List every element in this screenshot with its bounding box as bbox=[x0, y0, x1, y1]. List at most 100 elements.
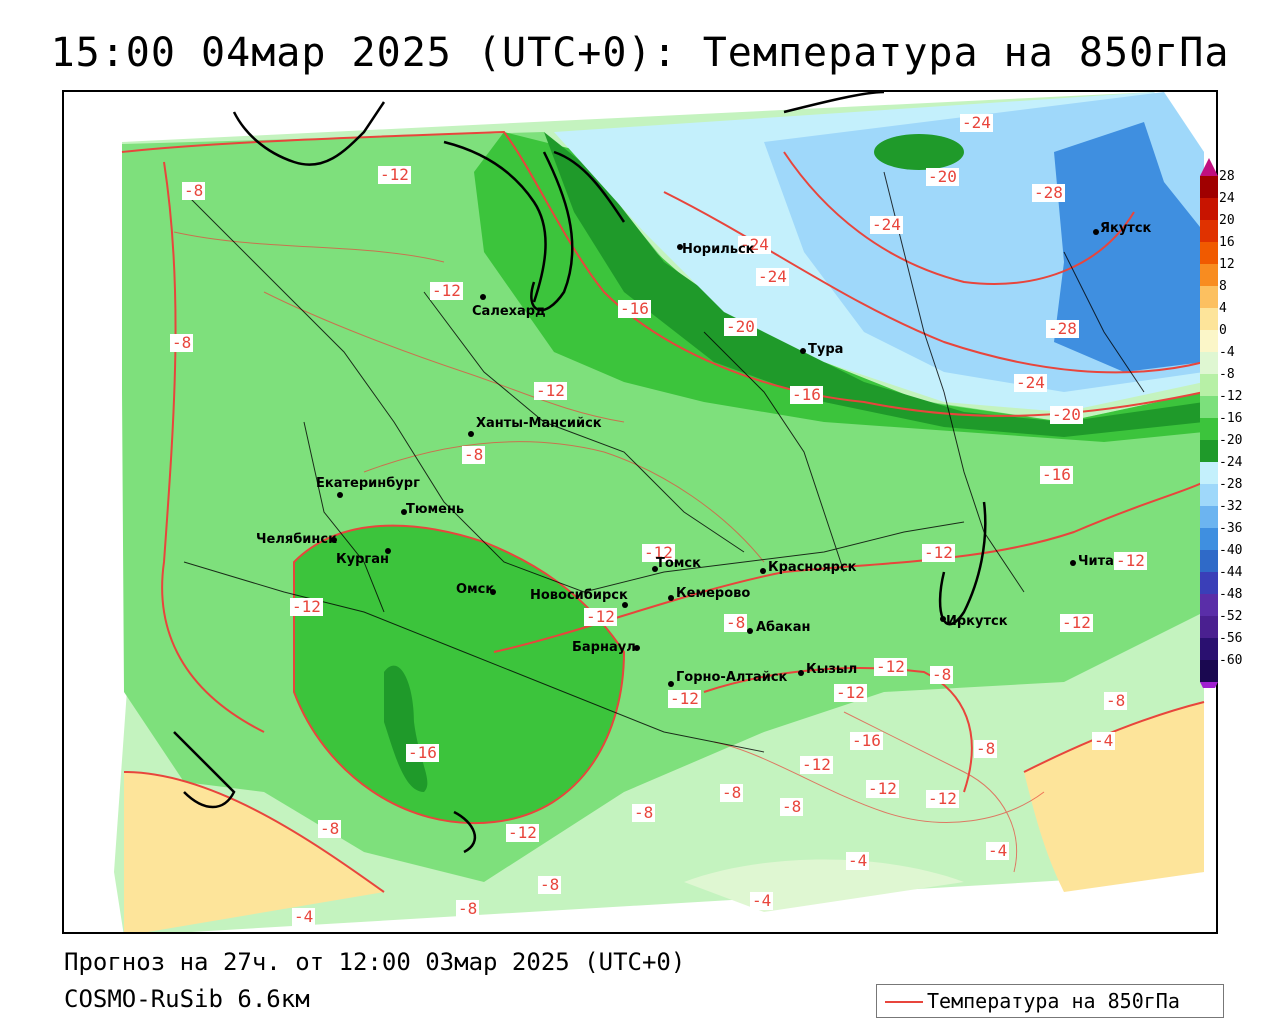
contour-label: -12 bbox=[866, 779, 899, 798]
colorbar-swatch bbox=[1200, 616, 1218, 638]
colorbar-swatch bbox=[1200, 242, 1218, 264]
contour-label: -16 bbox=[406, 743, 439, 762]
colorbar-tick-label: -48 bbox=[1219, 587, 1243, 602]
field-minus32 bbox=[1054, 122, 1204, 372]
colorbar bbox=[1200, 158, 1218, 688]
colorbar-tick-label: 20 bbox=[1219, 213, 1235, 228]
colorbar-tick-label: -44 bbox=[1219, 565, 1243, 580]
contour-label: -8 bbox=[170, 333, 194, 352]
city-novosibirsk: Новосибирск bbox=[530, 588, 628, 603]
colorbar-swatch bbox=[1200, 374, 1218, 396]
field-minus4-se bbox=[1024, 702, 1204, 892]
city-marker bbox=[668, 595, 674, 601]
colorbar-swatch bbox=[1200, 660, 1218, 682]
colorbar-swatch bbox=[1200, 286, 1218, 308]
colorbar-tick-label: -24 bbox=[1219, 455, 1243, 470]
city-tyumen: Тюмень bbox=[406, 502, 465, 517]
contour-label: -12 bbox=[642, 543, 675, 562]
contour-label: -12 bbox=[430, 281, 463, 300]
city-yakutsk: Якутск bbox=[1100, 221, 1152, 236]
city-krasnoyarsk: Красноярск bbox=[768, 560, 857, 575]
city-gorno-altaysk: Горно-Алтайск bbox=[676, 670, 788, 685]
contour-label: -12 bbox=[378, 165, 411, 184]
colorbar-swatch bbox=[1200, 330, 1218, 352]
colorbar-tick-label: -36 bbox=[1219, 521, 1243, 536]
colorbar-tick-label: 8 bbox=[1219, 279, 1227, 294]
legend-label: Температура на 850гПа bbox=[927, 989, 1180, 1013]
contour-label: -28 bbox=[1046, 319, 1079, 338]
city-barnaul: Барнаул bbox=[572, 640, 636, 655]
colorbar-tick-label: -56 bbox=[1219, 631, 1243, 646]
contour-label: -16 bbox=[618, 299, 651, 318]
contour-label: -4 bbox=[986, 841, 1010, 860]
model-name: COSMO-RuSib 6.6км bbox=[64, 985, 310, 1013]
map-canvas bbox=[114, 92, 1205, 932]
forecast-info: Прогноз на 27ч. от 12:00 03мар 2025 (UTC… bbox=[64, 948, 686, 976]
map-title: 15:00 04мар 2025 (UTC+0): Температура на… bbox=[50, 30, 1230, 76]
city-irkutsk: Иркутск bbox=[946, 614, 1008, 629]
contour-label: -8 bbox=[456, 899, 480, 918]
colorbar-swatch bbox=[1200, 484, 1218, 506]
city-khanty-mansiysk: Ханты-Мансийск bbox=[476, 416, 602, 431]
colorbar-tick-label: 0 bbox=[1219, 323, 1227, 338]
colorbar-swatch bbox=[1200, 352, 1218, 374]
contour-label: -20 bbox=[724, 317, 757, 336]
colorbar-tick-label: 28 bbox=[1219, 169, 1235, 184]
colorbar-swatch bbox=[1200, 594, 1218, 616]
city-marker bbox=[480, 294, 486, 300]
colorbar-max-arrow bbox=[1200, 158, 1218, 176]
colorbar-swatch bbox=[1200, 506, 1218, 528]
contour-label: -12 bbox=[290, 597, 323, 616]
contour-label: -24 bbox=[756, 267, 789, 286]
city-marker bbox=[677, 244, 683, 250]
contour-label: -20 bbox=[926, 167, 959, 186]
city-marker bbox=[634, 645, 640, 651]
colorbar-swatch bbox=[1200, 396, 1218, 418]
city-kyzyl: Кызыл bbox=[806, 662, 858, 677]
legend-line-swatch bbox=[885, 1001, 923, 1003]
city-marker bbox=[800, 348, 806, 354]
colorbar-tick-label: 24 bbox=[1219, 191, 1235, 206]
field-minus20-island bbox=[874, 134, 964, 170]
contour-label: -8 bbox=[1104, 691, 1128, 710]
city-marker bbox=[490, 589, 496, 595]
colorbar-tick-label: -60 bbox=[1219, 653, 1243, 668]
contour-label: -12 bbox=[668, 689, 701, 708]
city-marker bbox=[798, 670, 804, 676]
contour-label: -4 bbox=[750, 891, 774, 910]
contour-label: -8 bbox=[632, 803, 656, 822]
contour-label: -4 bbox=[292, 907, 316, 926]
contour-label: -12 bbox=[506, 823, 539, 842]
colorbar-tick-label: 16 bbox=[1219, 235, 1235, 250]
contour-label: -24 bbox=[738, 235, 771, 254]
colorbar-swatch bbox=[1200, 550, 1218, 572]
colorbar-swatch bbox=[1200, 572, 1218, 594]
contour-label: -28 bbox=[1032, 183, 1065, 202]
field-minus16-band bbox=[474, 132, 1204, 442]
colorbar-tick-label: -16 bbox=[1219, 411, 1243, 426]
colorbar-min-arrow bbox=[1200, 682, 1218, 688]
contour-label: -8 bbox=[538, 875, 562, 894]
colorbar-swatch bbox=[1200, 308, 1218, 330]
contour-label: -24 bbox=[870, 215, 903, 234]
colorbar-swatch bbox=[1200, 418, 1218, 440]
contour-label: -12 bbox=[834, 683, 867, 702]
colorbar-tick-label: -12 bbox=[1219, 389, 1243, 404]
city-omsk: Омск bbox=[456, 582, 495, 597]
colorbar-tick-label: -32 bbox=[1219, 499, 1243, 514]
city-kurgan: Курган bbox=[336, 552, 389, 567]
city-marker bbox=[622, 602, 628, 608]
contour-label: -4 bbox=[1092, 731, 1116, 750]
colorbar-tick-label: -28 bbox=[1219, 477, 1243, 492]
colorbar-swatch bbox=[1200, 528, 1218, 550]
contour-label: -20 bbox=[1050, 405, 1083, 424]
city-chelyabinsk: Челябинск bbox=[256, 532, 337, 547]
field-minus4-sw bbox=[124, 772, 384, 932]
contour-label: -12 bbox=[926, 789, 959, 808]
contour-label: -12 bbox=[800, 755, 833, 774]
city-kemerovo: Кемерово bbox=[676, 586, 751, 601]
region-borders bbox=[183, 171, 1145, 753]
coastline bbox=[173, 92, 987, 854]
contour-label: -12 bbox=[1114, 551, 1147, 570]
contour-label: -16 bbox=[850, 731, 883, 750]
